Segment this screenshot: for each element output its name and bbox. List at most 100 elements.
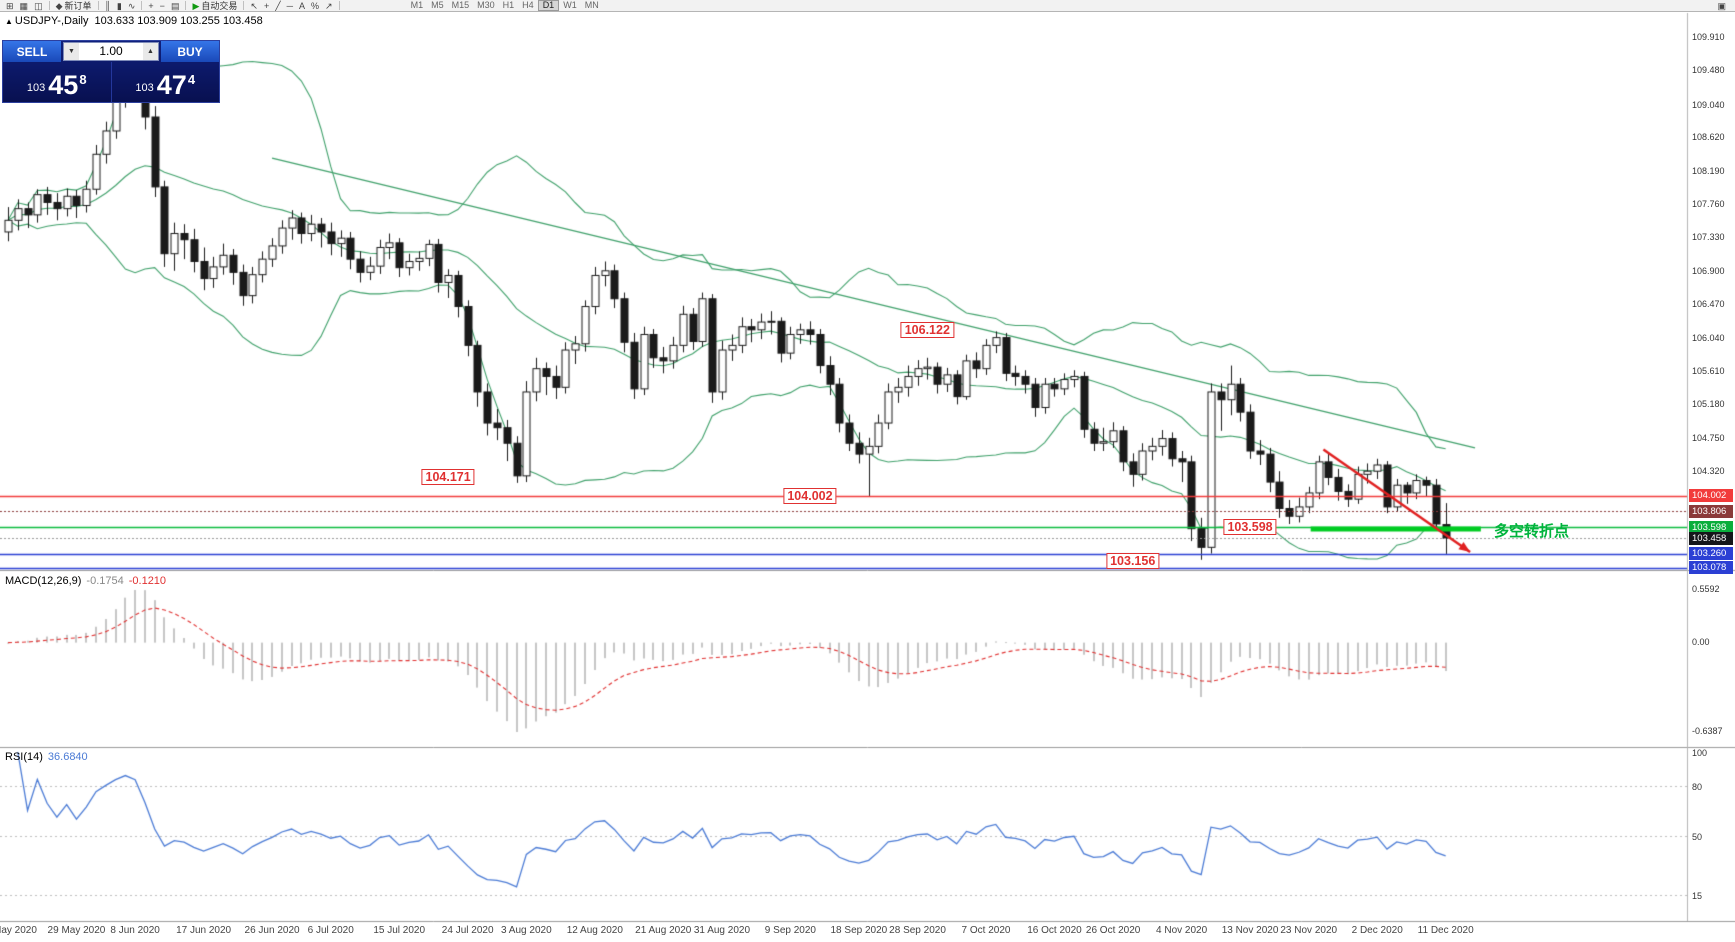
price-tag-103.598: 103.598: [1689, 520, 1733, 534]
macd-title: MACD(12,26,9): [5, 575, 82, 587]
date-axis-label: 29 May 2020: [47, 925, 106, 936]
zoom-out-icon[interactable]: −: [157, 0, 168, 11]
price-axis-tick: 105.610: [1692, 365, 1725, 376]
chart-symbol: USDJPY-,Daily: [14, 15, 89, 27]
price-axis-tick: 109.040: [1692, 99, 1725, 110]
macd-axis-label: 0.5592: [1692, 584, 1720, 594]
rsi-axis-label: 15: [1692, 890, 1703, 901]
date-axis-label: 21 Aug 2020: [635, 925, 692, 936]
chart-price-label: 104.171: [421, 468, 475, 485]
rsi-axis-label: 100: [1692, 748, 1708, 758]
auto-trading-icon-glyph: ▶: [192, 0, 200, 11]
volume-value[interactable]: 1.00: [99, 44, 123, 58]
new-order-icon-label: 新订单: [64, 0, 92, 11]
rsi-value: 36.6840: [47, 751, 88, 763]
date-axis-label: 9 Sep 2020: [764, 925, 816, 936]
timeframe-h1[interactable]: H1: [502, 0, 515, 10]
toolbar-menu-icon[interactable]: ▣: [1717, 0, 1726, 11]
price-tag-104.002: 104.002: [1689, 489, 1733, 503]
arrows-tool-icon[interactable]: ↗: [322, 0, 336, 11]
horizontal-line-icon[interactable]: ─: [284, 0, 296, 11]
chart-bars-icon-glyph: ║: [104, 0, 111, 11]
price-axis-tick: 104.320: [1692, 466, 1725, 477]
date-axis-label: 26 Jun 2020: [244, 925, 300, 936]
price-axis-tick: 109.480: [1692, 65, 1725, 76]
chart-price-label: 103.156: [1106, 553, 1160, 570]
timeframe-d1[interactable]: D1: [537, 0, 560, 11]
price-axis-tick: 106.470: [1692, 299, 1725, 310]
tile-windows-icon[interactable]: ▤: [168, 0, 183, 11]
profiles-icon[interactable]: ▦: [17, 0, 32, 11]
buy-price-main: 47: [156, 70, 187, 101]
volume-up-icon[interactable]: ▲: [143, 43, 158, 60]
cursor-icon[interactable]: ↖: [247, 0, 261, 11]
date-axis-label: 28 Sep 2020: [889, 925, 946, 936]
chart-candles-icon[interactable]: ▮: [114, 0, 125, 11]
date-axis-label: 20 May 2020: [0, 925, 37, 936]
text-icon[interactable]: A: [296, 0, 308, 11]
price-axis-tick: 104.750: [1692, 432, 1725, 443]
date-axis-label: 7 Oct 2020: [961, 925, 1011, 936]
timeframe-m30[interactable]: M30: [477, 0, 495, 10]
toolbar-separator: [97, 1, 99, 10]
trendline-icon-glyph: ╱: [275, 0, 281, 11]
buy-price-whole: 103: [135, 82, 154, 94]
buy-price-display[interactable]: 103 47 4: [110, 62, 220, 102]
rsi-title: RSI(14): [5, 751, 43, 763]
sell-price-display[interactable]: 103 45 8: [3, 62, 111, 102]
tile-windows-icon-glyph: ▤: [170, 0, 180, 11]
percent-tool-icon[interactable]: %: [308, 0, 322, 11]
price-tag-103.806: 103.806: [1689, 504, 1733, 518]
timeframe-m15[interactable]: M15: [451, 0, 470, 10]
timeframe-m5[interactable]: M5: [431, 0, 444, 10]
volume-stepper[interactable]: ▼ 1.00 ▲: [63, 42, 159, 61]
price-tag-103.078: 103.078: [1689, 561, 1733, 575]
chart-line-icon[interactable]: ∿: [125, 0, 139, 11]
timeframe-toolbar: M1 M5 M15 M30 H1 H4 D1 W1 MN: [407, 0, 603, 11]
crosshair-icon[interactable]: +: [261, 0, 272, 11]
macd-axis-label: -0.6387: [1692, 726, 1723, 736]
sell-button[interactable]: SELL: [3, 41, 61, 62]
price-axis-tick: 105.180: [1692, 399, 1725, 410]
timeframe-mn[interactable]: MN: [584, 0, 599, 10]
chart-bars-icon[interactable]: ║: [102, 0, 114, 11]
sell-price-whole: 103: [26, 82, 46, 94]
macd-label: MACD(12,26,9) -0.1754 -0.1210: [5, 575, 166, 587]
timeframe-w1[interactable]: W1: [563, 0, 577, 10]
date-axis-label: 26 Oct 2020: [1085, 925, 1141, 936]
percent-tool-icon-glyph: %: [311, 0, 320, 11]
profiles-icon-glyph: ▦: [19, 0, 29, 11]
date-axis-label: 12 Aug 2020: [566, 925, 623, 936]
market-watch-icon-glyph: ◫: [34, 0, 43, 11]
chart-price-label: 103.598: [1223, 519, 1277, 536]
macd-main-value: -0.1754: [86, 575, 124, 587]
trendline-icon[interactable]: ╱: [272, 0, 283, 11]
auto-trading-icon[interactable]: ▶ 自动交易: [189, 0, 240, 11]
rsi-axis-label: 80: [1692, 781, 1703, 792]
new-chart-icon[interactable]: ⊞: [3, 0, 17, 11]
toolbar: ⊞ ▦ ◫ ◆ 新订单 ║ ▮ ∿ + − ▤ ▶ 自动交易 ↖ + ╱ ─ A% ↗ M1 M5 M15 M30 H1 H4 D…: [0, 0, 1735, 12]
new-order-icon-glyph: ◆: [55, 0, 63, 11]
zoom-in-icon-glyph: +: [148, 0, 154, 11]
macd-axis-label: 0.00: [1692, 636, 1710, 647]
toolbar-separator: [338, 1, 340, 10]
chart-price-label: 104.002: [783, 488, 837, 505]
timeframe-m1[interactable]: M1: [410, 0, 424, 10]
price-tag-103.260: 103.260: [1689, 547, 1733, 561]
new-order-icon[interactable]: ◆ 新订单: [53, 0, 95, 11]
zoom-in-icon[interactable]: +: [145, 0, 156, 11]
chart-ohlc: 103.633 103.909 103.255 103.458: [94, 15, 263, 27]
macd-signal-value: -0.1210: [128, 575, 167, 587]
price-axis-tick: 109.910: [1692, 31, 1725, 42]
volume-down-icon[interactable]: ▼: [64, 43, 79, 60]
buy-button[interactable]: BUY: [161, 41, 219, 62]
date-axis-label: 2 Dec 2020: [1351, 925, 1403, 936]
chart-title: ▲ USDJPY-,Daily 103.633 103.909 103.255 10…: [5, 15, 263, 27]
timeframe-h4[interactable]: H4: [522, 0, 534, 10]
date-axis-label: 17 Jun 2020: [176, 925, 232, 936]
price-axis-tick: 108.190: [1692, 165, 1725, 176]
market-watch-icon[interactable]: ◫: [31, 0, 46, 11]
one-click-trading-panel: SELL ▼ 1.00 ▲ BUY 103 45 8 103 47 4: [2, 40, 220, 103]
